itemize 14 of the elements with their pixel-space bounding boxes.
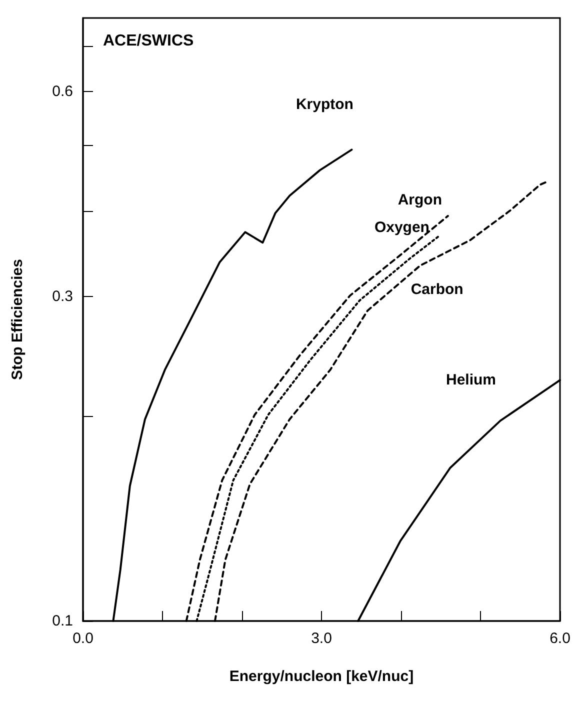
text: Krypton — [296, 96, 354, 114]
series-label: Argon — [398, 191, 442, 208]
x-tick-label: 6.0 — [550, 630, 570, 647]
text: ACE/SWICS — [103, 32, 194, 50]
x-tick-label: 0.0 — [72, 630, 94, 647]
x-axis-title: Energy/nucleon [keV/nuc] — [229, 668, 414, 685]
series-label: Carbon — [410, 281, 464, 298]
series-label: Oxygen — [374, 218, 430, 236]
y-tick-label: 0.3 — [52, 288, 73, 305]
x-tick-label: 3.0 — [311, 630, 332, 647]
y-tick-label: 0.1 — [52, 612, 73, 630]
series-label: Helium — [446, 372, 496, 389]
y-axis-title: Stop Efficiencies — [9, 259, 26, 380]
y-tick-label: 0.6 — [52, 83, 73, 100]
